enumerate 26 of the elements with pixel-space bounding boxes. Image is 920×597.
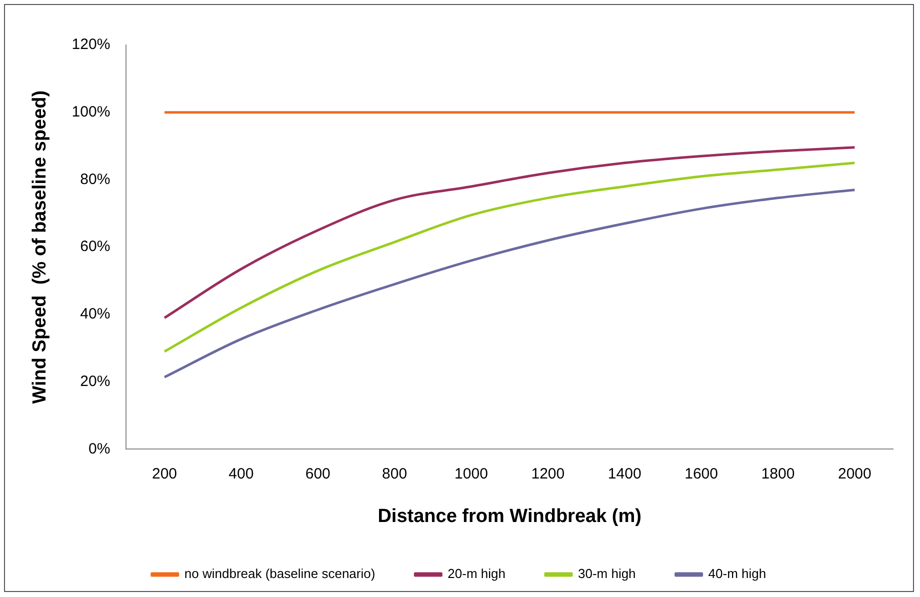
- x-tick-label: 800: [382, 465, 408, 482]
- y-tick-label: 0%: [88, 440, 110, 458]
- y-tick-label: 120%: [72, 36, 110, 54]
- x-axis-title: Distance from Windbreak (m): [378, 506, 642, 527]
- x-tick-label: 1600: [684, 465, 718, 482]
- x-tick-label: 1200: [531, 465, 565, 482]
- x-tick-label: 400: [228, 465, 254, 482]
- x-tick-label: 1800: [761, 465, 795, 482]
- x-tick-label: 1000: [454, 465, 488, 482]
- x-tick-label: 1400: [608, 465, 642, 482]
- y-tick-label: 60%: [80, 238, 110, 256]
- x-tick-label: 200: [152, 465, 178, 482]
- y-tick-label: 20%: [80, 372, 110, 390]
- legend-label: 30-m high: [578, 566, 636, 582]
- legend-label: 40-m high: [708, 566, 766, 582]
- line-series: [163, 146, 856, 320]
- x-tick-label: 600: [305, 465, 330, 482]
- y-tick-label: 80%: [80, 170, 110, 188]
- y-axis-title: Wind Speed (% of baseline speed): [30, 90, 51, 404]
- legend-label: 20-m high: [448, 566, 506, 582]
- line-series: [163, 188, 856, 378]
- line-series: [163, 162, 856, 353]
- x-tick-label: 2000: [838, 465, 872, 482]
- y-tick-label: 100%: [72, 104, 110, 121]
- legend-label: no windbreak (baseline scenario): [184, 566, 376, 582]
- y-tick-label: 40%: [80, 306, 110, 323]
